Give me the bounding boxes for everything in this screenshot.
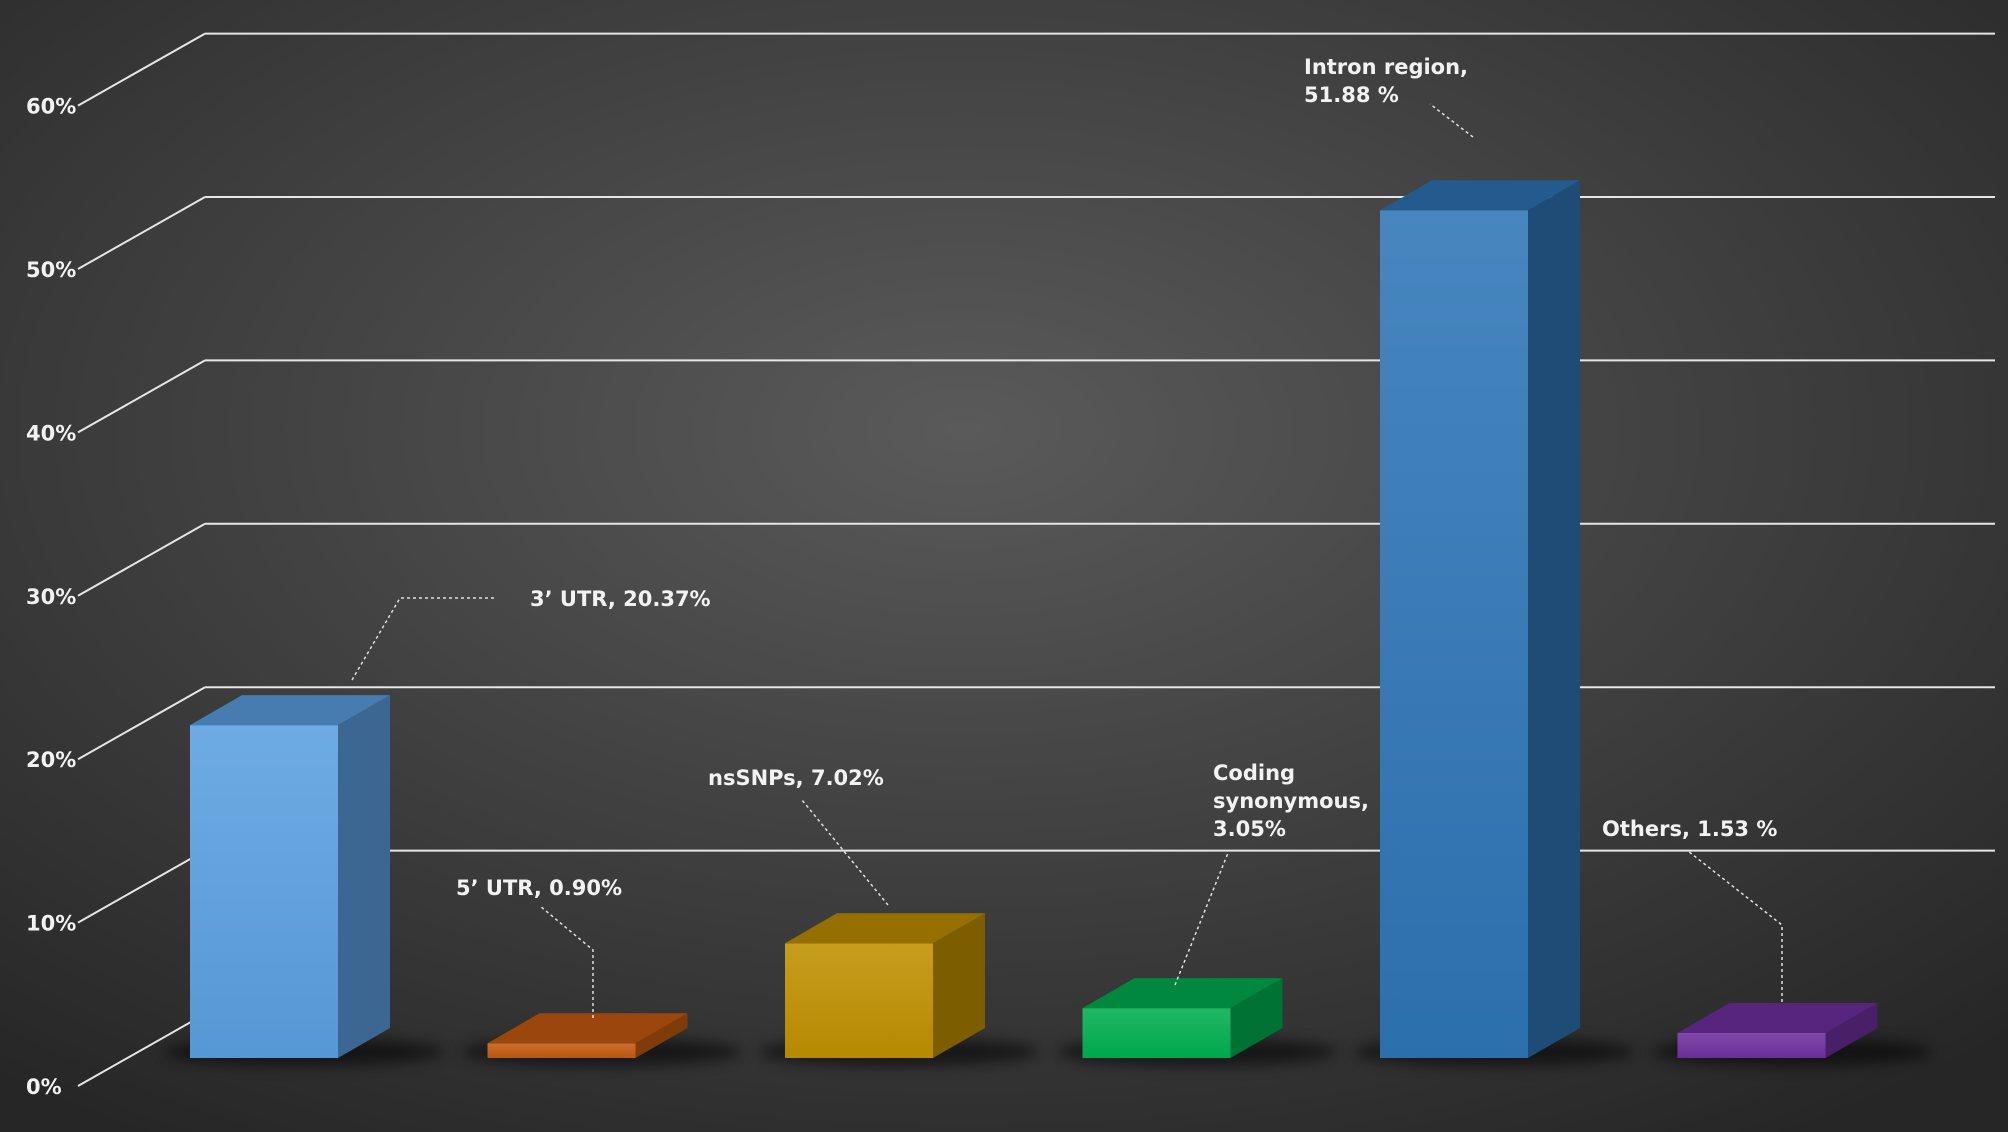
gridline-diagonal: [77, 849, 206, 924]
data-label-text: Coding: [1213, 761, 1295, 785]
data-label: Others, 1.53 %: [1602, 817, 1783, 1002]
bar-top-face: [487, 1013, 688, 1044]
leader-line: [801, 799, 889, 906]
gridlines: [77, 32, 1995, 1087]
bar-side-face: [933, 913, 985, 1058]
gridline-diagonal: [77, 196, 206, 270]
bar-front-face: [1082, 1008, 1231, 1058]
y-tick-label: 60%: [26, 95, 76, 119]
leader-line: [1687, 850, 1783, 1002]
bar: [1082, 978, 1283, 1058]
bar-front-face: [785, 943, 933, 1058]
gridline-diagonal: [77, 686, 206, 761]
data-label: nsSNPs, 7.02%: [708, 766, 889, 906]
data-label-text: 3.05%: [1213, 817, 1286, 841]
bar-top-face: [190, 695, 390, 726]
bar: [785, 913, 985, 1058]
data-label: 3’ UTR, 20.37%: [351, 587, 711, 681]
bar-top-face: [785, 913, 985, 944]
bar-front-face: [487, 1043, 636, 1058]
bar-side-face: [1230, 978, 1283, 1058]
bar: [487, 1013, 688, 1058]
data-label-text: 5’ UTR, 0.90%: [456, 876, 622, 900]
y-tick-label: 40%: [26, 421, 76, 445]
bar-side-face: [1825, 1002, 1878, 1058]
gridline-diagonal: [77, 359, 206, 434]
y-tick-label: 10%: [26, 912, 76, 936]
data-label-text: nsSNPs, 7.02%: [708, 766, 884, 790]
leader-line: [351, 597, 496, 681]
y-tick-label: 50%: [26, 258, 76, 282]
leader-line: [539, 905, 594, 1018]
data-label: 5’ UTR, 0.90%: [456, 876, 622, 1018]
data-label-text: 3’ UTR, 20.37%: [530, 587, 711, 611]
bar-front-face: [1677, 1032, 1826, 1058]
y-tick-label: 0%: [26, 1075, 62, 1099]
gridline-diagonal: [77, 32, 206, 107]
data-label-text: Others, 1.53 %: [1602, 817, 1777, 841]
y-tick-label: 30%: [26, 585, 76, 609]
bar-side-face: [635, 1013, 688, 1058]
y-tick-label: 20%: [26, 748, 76, 772]
data-label: Intron region, 51.88 %: [1304, 55, 1474, 138]
bar: [1677, 1002, 1878, 1058]
bar-front-face: [1380, 210, 1528, 1058]
bar-top-face: [1082, 978, 1283, 1009]
bar-front-face: [190, 725, 338, 1058]
data-label-text: synonymous,: [1213, 789, 1369, 813]
gridline-diagonal: [77, 1013, 206, 1087]
gridline-diagonal: [77, 522, 206, 597]
bar-side-face: [338, 695, 390, 1058]
bar-top-face: [1677, 1002, 1878, 1033]
bar-top-face: [1380, 180, 1580, 211]
bar: [1380, 180, 1580, 1058]
data-labels: 3’ UTR, 20.37% 5’ UTR, 0.90% nsSNPs, 7.02%…: [351, 55, 1783, 1018]
y-axis-ticks: 0% 10% 20% 30% 40% 50% 60%: [26, 95, 76, 1099]
data-label-text: 51.88 %: [1304, 83, 1399, 107]
data-label: Coding synonymous, 3.05%: [1174, 761, 1369, 986]
bar-side-face: [1528, 180, 1580, 1058]
bar: [190, 695, 390, 1058]
bars: [190, 180, 1878, 1058]
data-label-text: Intron region,: [1304, 55, 1468, 79]
